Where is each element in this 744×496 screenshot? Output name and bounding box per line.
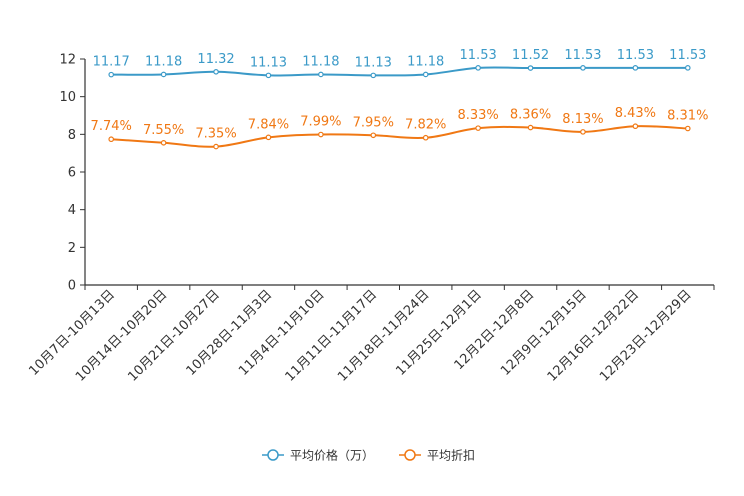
legend-marker [267, 449, 279, 461]
legend-item-avg-discount[interactable]: 平均折扣 [399, 448, 475, 463]
series-layer: 11.17 11.18 11.32 11.13 11.18 11.13 11.18 11.53… [91, 48, 708, 150]
axes: 0 2 4 6 8 10 12 10月7日-10月13日10月14日-10月20日10月21日… [26, 53, 715, 385]
data-label: 8.43% [615, 106, 656, 121]
y-tick-label: 2 [68, 241, 76, 256]
data-label: 11.13 [250, 55, 287, 70]
data-label: 8.13% [562, 112, 603, 127]
data-point [160, 71, 167, 78]
data-point [318, 71, 324, 78]
series-avg-price: 11.17 11.18 11.32 11.13 11.18 11.13 11.18 11.53… [93, 48, 706, 79]
data-label: 11.17 [93, 55, 130, 70]
data-label: 11.13 [355, 55, 392, 70]
data-point [580, 129, 586, 135]
y-tick-label: 6 [68, 166, 76, 181]
data-point [632, 65, 639, 71]
y-tick-label: 8 [68, 128, 76, 143]
y-tick-label: 4 [68, 203, 76, 218]
data-label: 7.99% [300, 115, 341, 130]
data-point [265, 72, 272, 79]
x-tick-label: 10月7日-10月13日 [26, 287, 118, 379]
x-tick-label: 12月16日-12月22日 [545, 287, 642, 384]
x-tick-label: 10月21日-10月27日 [125, 287, 222, 384]
legend[interactable]: 平均价格（万） 平均折扣 [262, 448, 475, 463]
y-tick-label: 0 [68, 279, 76, 294]
data-label: 11.18 [145, 54, 182, 69]
data-label: 7.35% [195, 127, 236, 142]
data-label: 11.53 [669, 48, 706, 63]
data-point [684, 65, 691, 71]
data-label: 7.55% [143, 123, 184, 138]
data-point [108, 136, 115, 143]
data-point [265, 134, 272, 141]
data-point [684, 125, 691, 132]
legend-label: 平均折扣 [427, 448, 475, 463]
y-tick-label: 10 [59, 90, 76, 105]
data-label: 7.84% [248, 117, 289, 132]
y-tick-label: 12 [59, 53, 76, 68]
data-point [160, 140, 167, 146]
data-label: 11.52 [512, 48, 549, 63]
data-point [632, 123, 639, 130]
legend-marker [404, 449, 416, 461]
data-point [580, 65, 586, 71]
data-point [213, 143, 219, 150]
data-label: 11.18 [407, 54, 444, 69]
data-point [422, 134, 429, 141]
data-point [318, 131, 324, 138]
data-point [370, 72, 377, 79]
data-point [527, 124, 534, 131]
data-label: 11.53 [564, 48, 601, 63]
series-line [111, 125, 688, 148]
x-tick-label: 11月11日-11月17日 [283, 287, 380, 384]
x-tick-label: 12月23日-12月29日 [597, 287, 694, 384]
series-line [111, 66, 688, 77]
legend-item-avg-price[interactable]: 平均价格（万） [262, 448, 374, 463]
data-label: 8.36% [510, 108, 551, 123]
data-point [527, 65, 534, 71]
data-label: 8.33% [457, 108, 498, 123]
data-point [108, 71, 115, 78]
series-avg-discount: 7.74% 7.55% 7.35% 7.84% 7.99% 7.95% 7.82% 8.33%… [91, 106, 708, 150]
legend-label: 平均价格（万） [290, 448, 374, 463]
data-label: 7.82% [405, 118, 446, 133]
data-label: 11.18 [302, 54, 339, 69]
data-point [213, 69, 219, 75]
x-tick-label: 10月14日-10月20日 [73, 287, 170, 384]
data-point [370, 132, 377, 139]
data-label: 8.31% [667, 108, 708, 123]
data-point [422, 71, 429, 78]
data-label: 7.74% [91, 119, 132, 134]
data-label: 11.53 [460, 48, 497, 63]
data-label: 11.32 [197, 52, 234, 67]
data-label: 11.53 [617, 48, 654, 63]
data-point [475, 65, 481, 71]
data-label: 7.95% [353, 115, 394, 130]
x-tick-label: 11月18日-11月24日 [335, 287, 432, 384]
data-point [475, 125, 481, 131]
